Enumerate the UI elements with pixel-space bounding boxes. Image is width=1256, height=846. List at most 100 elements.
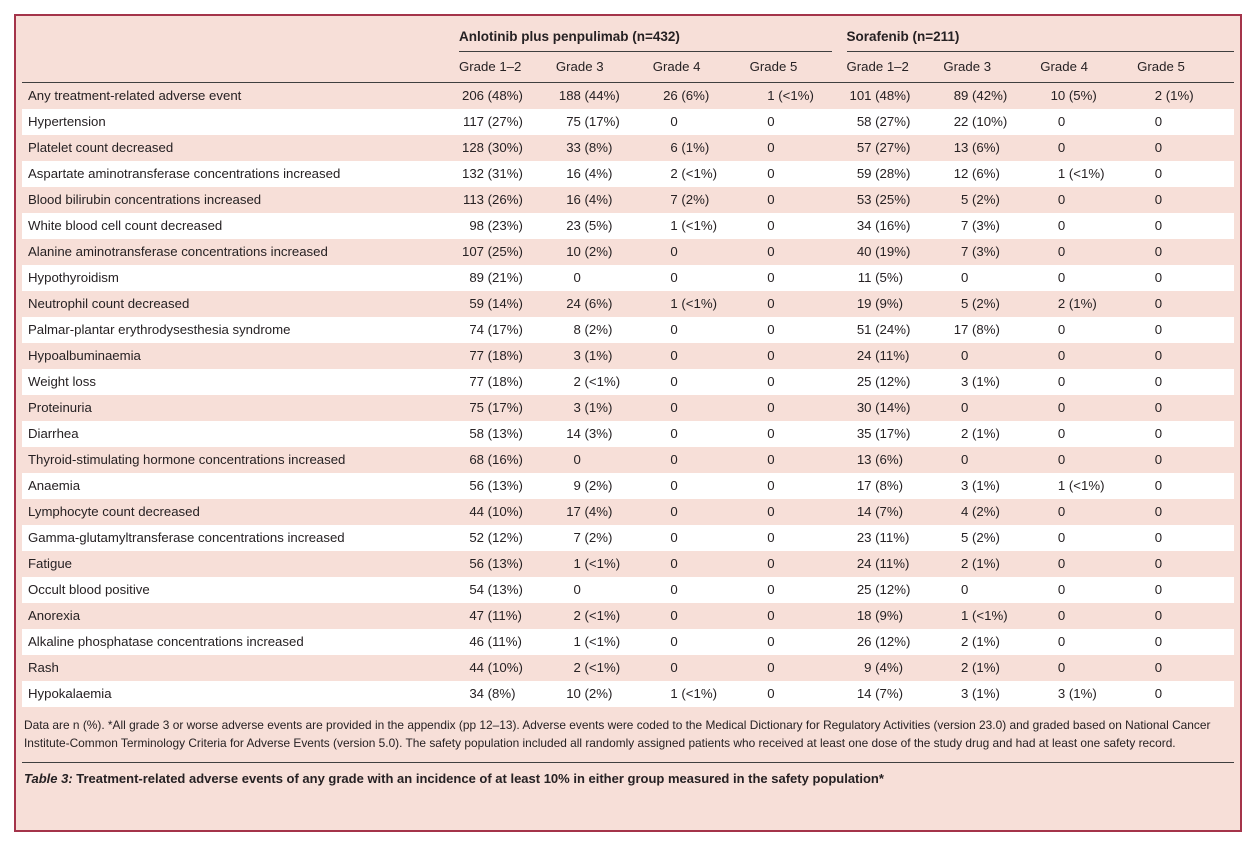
value-cell: 0 — [670, 504, 678, 519]
value-cell: 0 — [1154, 166, 1163, 181]
value-cell: 0 — [670, 634, 678, 649]
value-cell: 0 — [1154, 426, 1163, 441]
value-cell: 1 (<1%) — [961, 608, 1008, 623]
value-cell: 44 (10%) — [469, 660, 523, 675]
value-cell: 56 (13%) — [469, 478, 523, 493]
table-row: Lymphocyte count decreased 44 (10%) 17 (4%… — [22, 499, 1234, 525]
value-cell: 0 — [1154, 140, 1163, 155]
value-cell: 0 — [767, 270, 775, 285]
value-cell: 188 (44%) — [558, 88, 620, 103]
table-row: Rash 44 (10%) 2 (<1%) 0 0 9 (4%) 2 (1%) 0 0 — [22, 655, 1234, 681]
value-cell: 26 (6%) — [663, 88, 710, 103]
column-header-grade3-sorafenib: Grade 3 — [943, 59, 992, 74]
adverse-event-label: Occult blood positive — [28, 582, 150, 597]
value-cell: 9 (4%) — [864, 660, 904, 675]
adverse-event-label: Lymphocyte count decreased — [28, 504, 200, 519]
value-cell: 89 (42%) — [953, 88, 1008, 103]
value-cell: 3 (1%) — [573, 348, 613, 363]
value-cell: 6 (1%) — [670, 140, 710, 155]
caption-title: Treatment-related adverse events of any … — [72, 771, 884, 787]
value-cell: 24 (11%) — [856, 556, 910, 571]
value-cell: 0 — [1154, 192, 1163, 207]
value-cell: 0 — [767, 322, 775, 337]
column-header-grade3-anlotinib: Grade 3 — [555, 59, 604, 74]
value-cell: 0 — [670, 348, 678, 363]
adverse-event-label: Fatigue — [28, 556, 72, 571]
value-cell: 0 — [767, 608, 775, 623]
value-cell: 13 (6%) — [856, 452, 904, 467]
value-cell: 68 (16%) — [469, 452, 523, 467]
value-cell: 0 — [961, 452, 969, 467]
value-cell: 19 (9%) — [856, 296, 904, 311]
value-cell: 89 (21%) — [469, 270, 523, 285]
value-cell: 3 (1%) — [961, 374, 1000, 389]
adverse-event-label: Anorexia — [28, 608, 81, 623]
adverse-event-label: Rash — [28, 660, 59, 675]
column-header-grade1-2-anlotinib: Grade 1–2 — [459, 59, 522, 74]
value-cell: 0 — [573, 452, 581, 467]
table-row: Anorexia 47 (11%) 2 (<1%) 0 0 18 (9%) 1 (<1%) 0… — [22, 603, 1234, 629]
value-cell: 0 — [1154, 530, 1163, 545]
value-cell: 0 — [767, 244, 775, 259]
value-cell: 0 — [767, 686, 775, 701]
value-cell: 52 (12%) — [469, 530, 523, 545]
value-cell: 59 (28%) — [856, 166, 911, 181]
value-cell: 0 — [1057, 452, 1066, 467]
value-cell: 24 (6%) — [566, 296, 613, 311]
value-cell: 0 — [670, 660, 678, 675]
value-cell: 0 — [1154, 582, 1163, 597]
value-cell: 0 — [767, 556, 775, 571]
table-row: Gamma-glutamyltransferase concentrations… — [22, 525, 1234, 551]
value-cell: 107 (25%) — [461, 244, 523, 259]
value-cell: 18 (9%) — [856, 608, 904, 623]
table-row: Alkaline phosphatase concentrations incr… — [22, 629, 1234, 655]
value-cell: 17 (4%) — [566, 504, 613, 519]
value-cell: 0 — [1057, 530, 1066, 545]
value-cell: 0 — [961, 582, 969, 597]
value-cell: 0 — [1154, 322, 1163, 337]
value-cell: 0 — [767, 426, 775, 441]
value-cell: 0 — [767, 114, 775, 129]
adverse-event-label: Thyroid-stimulating hormone concentratio… — [28, 452, 346, 467]
value-cell: 56 (13%) — [469, 556, 523, 571]
value-cell: 0 — [767, 582, 775, 597]
table-body: Any treatment-related adverse event 206 (… — [22, 83, 1234, 707]
table-row: Fatigue 56 (13%) 1 (<1%) 0 0 24 (11%) 2 (1%) 0 0 — [22, 551, 1234, 577]
value-cell: 0 — [1154, 660, 1163, 675]
group-header-row: Anlotinib plus penpulimab (n=432) Sorafe… — [22, 16, 1234, 52]
table-row: Thyroid-stimulating hormone concentratio… — [22, 447, 1234, 473]
value-cell: 23 (5%) — [566, 218, 613, 233]
value-cell: 0 — [1057, 322, 1066, 337]
value-cell: 33 (8%) — [566, 140, 613, 155]
value-cell: 77 (18%) — [469, 348, 523, 363]
value-cell: 26 (12%) — [856, 634, 911, 649]
value-cell: 0 — [670, 374, 678, 389]
table-row: Neutrophil count decreased 59 (14%) 24 (6%… — [22, 291, 1234, 317]
value-cell: 0 — [1057, 426, 1066, 441]
value-cell: 1 (<1%) — [573, 634, 621, 649]
value-cell: 206 (48%) — [461, 88, 523, 103]
value-cell: 14 (7%) — [856, 504, 904, 519]
value-cell: 128 (30%) — [461, 140, 523, 155]
value-cell: 0 — [1057, 218, 1066, 233]
adverse-event-label: Alanine aminotransferase concentrations … — [28, 244, 328, 259]
value-cell: 0 — [1154, 634, 1163, 649]
adverse-event-label: Hypoalbuminaemia — [28, 348, 141, 363]
adverse-event-label: Aspartate aminotransferase concentration… — [28, 166, 341, 181]
value-cell: 2 (1%) — [1154, 88, 1194, 103]
table-row: Proteinuria 75 (17%) 3 (1%) 0 0 30 (14%) 0 0 0 — [22, 395, 1234, 421]
column-header-grade5-sorafenib: Grade 5 — [1137, 59, 1185, 74]
adverse-event-label: Neutrophil count decreased — [28, 296, 190, 311]
value-cell: 0 — [670, 426, 678, 441]
value-cell: 5 (2%) — [961, 192, 1000, 207]
value-cell: 0 — [767, 400, 775, 415]
value-cell: 0 — [767, 452, 775, 467]
value-cell: 35 (17%) — [856, 426, 911, 441]
table-footnote: Data are n (%). *All grade 3 or worse ad… — [24, 718, 1211, 751]
adverse-event-label: Weight loss — [28, 374, 96, 389]
table-row: Diarrhea 58 (13%) 14 (3%) 0 0 35 (17%) 2 (1%) 0… — [22, 421, 1234, 447]
grade-header-row: Grade 1–2 Grade 3 Grade 4 Grade 5 Grade … — [22, 52, 1234, 83]
value-cell: 34 (8%) — [469, 686, 516, 701]
value-cell: 25 (12%) — [856, 374, 911, 389]
value-cell: 8 (2%) — [573, 322, 613, 337]
